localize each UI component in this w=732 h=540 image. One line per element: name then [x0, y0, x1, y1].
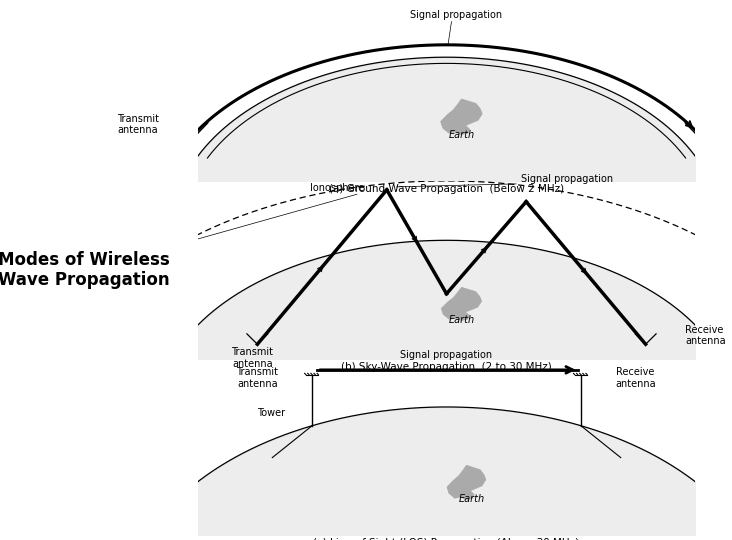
Text: Tower: Tower	[257, 408, 285, 418]
Text: (b) Sky-Wave Propagation  (2 to 30 MHz): (b) Sky-Wave Propagation (2 to 30 MHz)	[341, 362, 552, 372]
Text: (c) Line-of-Sight (LOS) Propagation (Above 30 MHz): (c) Line-of-Sight (LOS) Propagation (Abo…	[313, 538, 580, 540]
Text: Earth: Earth	[458, 495, 485, 504]
Text: Signal propagation: Signal propagation	[400, 350, 493, 360]
Text: Ionosphere: Ionosphere	[310, 183, 364, 193]
Text: Transmit
antenna: Transmit antenna	[236, 367, 278, 389]
Polygon shape	[441, 287, 482, 320]
Text: Transmit
antenna: Transmit antenna	[231, 347, 273, 369]
Text: Earth: Earth	[449, 315, 474, 326]
Text: Signal propagation: Signal propagation	[521, 174, 613, 184]
Polygon shape	[447, 465, 486, 500]
Text: Signal propagation: Signal propagation	[411, 10, 503, 20]
Text: Receive
antenna: Receive antenna	[685, 325, 726, 346]
Polygon shape	[441, 99, 482, 134]
Text: Transmit
antenna: Transmit antenna	[116, 113, 159, 135]
Text: Modes of Wireless
Wave Propagation: Modes of Wireless Wave Propagation	[0, 251, 170, 289]
Text: (a) Ground-Wave Propagation  (Below 2 MHz): (a) Ground-Wave Propagation (Below 2 MHz…	[329, 184, 564, 194]
Text: Receive
antenna: Receive antenna	[616, 367, 656, 389]
Text: Earth: Earth	[449, 130, 474, 139]
